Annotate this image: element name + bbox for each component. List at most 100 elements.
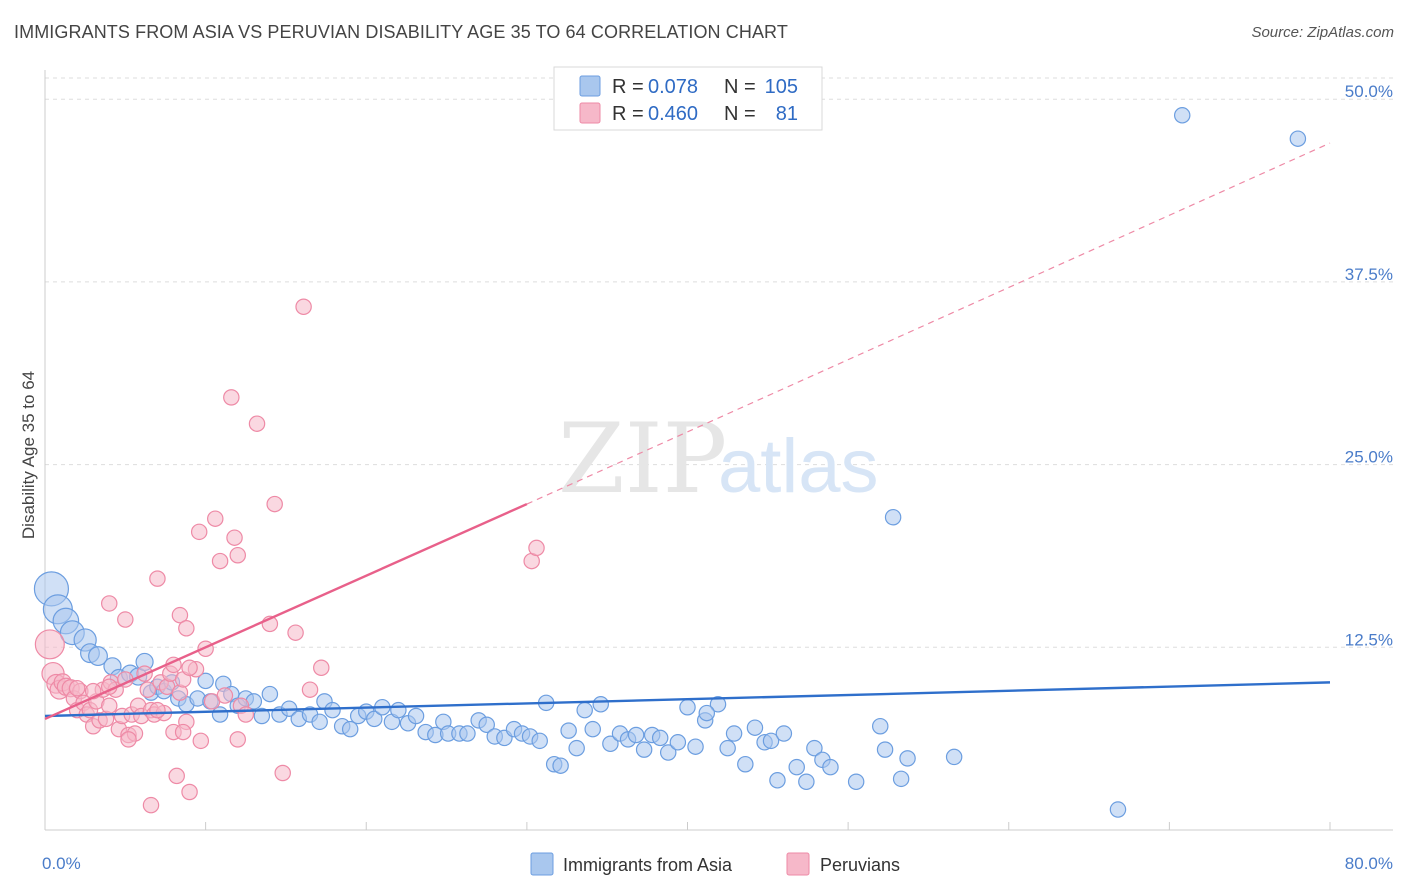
point-peruvians	[295, 298, 312, 316]
legend-r-label-2: R =	[612, 103, 644, 125]
point-asia	[576, 701, 593, 719]
point-peruvians	[266, 495, 283, 513]
point-asia	[659, 744, 677, 761]
point-asia	[584, 720, 601, 738]
point-asia	[798, 773, 815, 791]
bottom-legend-label-asia: Immigrants from Asia	[563, 855, 733, 875]
point-peruvians	[174, 723, 192, 741]
point-asia	[884, 508, 902, 526]
point-asia	[341, 720, 359, 738]
point-asia	[635, 741, 653, 758]
trend-lines	[44, 142, 1331, 721]
watermark-atlas: atlas	[718, 424, 879, 509]
point-asia	[679, 698, 696, 716]
trend-line-peruvians	[44, 502, 528, 721]
bottom-legend-swatch-blue	[530, 852, 554, 876]
point-peruvians	[181, 783, 198, 801]
trend-line-asia	[44, 681, 1331, 718]
point-asia	[1289, 130, 1307, 147]
point-asia	[698, 704, 716, 722]
point-asia	[669, 734, 687, 751]
point-asia	[847, 773, 865, 791]
point-asia	[627, 726, 645, 744]
point-peruvians	[34, 629, 65, 660]
point-asia	[324, 701, 341, 719]
point-asia	[876, 741, 894, 758]
point-asia	[88, 646, 108, 667]
y-tick-label: 37.5%	[1345, 265, 1393, 284]
point-peruvians	[68, 679, 86, 697]
point-peruvians	[226, 529, 243, 546]
point-asia	[459, 725, 476, 742]
point-asia	[775, 725, 793, 742]
point-peruvians	[117, 611, 134, 628]
chart-source: Source: ZipAtlas.com	[1251, 24, 1394, 41]
point-asia	[560, 722, 577, 739]
x-tick-label: 80.0%	[1345, 854, 1393, 873]
gridlines	[45, 77, 1393, 648]
point-peruvians	[287, 624, 304, 641]
point-asia	[737, 755, 754, 773]
point-peruvians	[237, 706, 255, 723]
watermark: ZIP atlas	[558, 403, 879, 515]
tick-labels: 12.5% 25.0% 37.5% 50.0% 0.0% 80.0%	[42, 82, 1393, 873]
point-peruvians	[168, 767, 185, 785]
point-asia	[719, 739, 736, 757]
y-tick-label: 12.5%	[1345, 630, 1393, 649]
point-peruvians	[120, 731, 137, 748]
point-peruvians	[216, 687, 234, 704]
point-peruvians	[211, 552, 229, 570]
point-asia	[806, 739, 823, 757]
point-peruvians	[313, 659, 330, 677]
y-tick-label: 25.0%	[1345, 448, 1393, 467]
point-peruvians	[178, 620, 195, 637]
legend-n-label-2: N =	[724, 103, 756, 125]
point-peruvians	[229, 731, 247, 748]
point-asia	[366, 710, 383, 728]
point-asia	[602, 735, 619, 753]
point-peruvians	[229, 546, 247, 564]
point-asia	[197, 672, 214, 690]
point-asia	[899, 750, 916, 767]
point-asia	[552, 757, 569, 774]
point-peruvians	[223, 389, 240, 406]
point-asia	[746, 719, 764, 736]
point-asia	[261, 685, 279, 703]
legend-n-value-2: 81	[776, 103, 798, 125]
watermark-zip: ZIP	[558, 403, 727, 515]
legend-r-value-1: 0.078	[648, 76, 698, 98]
point-asia	[592, 696, 610, 713]
data-points	[33, 107, 1307, 818]
point-peruvians	[149, 701, 166, 719]
y-tick-label: 50.0%	[1345, 82, 1393, 101]
point-asia	[762, 732, 780, 750]
point-asia	[1173, 107, 1191, 124]
bottom-legend-swatch-pink	[786, 852, 810, 876]
point-asia	[407, 707, 425, 725]
point-asia	[822, 758, 839, 776]
chart-title: IMMIGRANTS FROM ASIA VS PERUVIAN DISABIL…	[14, 22, 788, 42]
point-peruvians	[190, 523, 208, 541]
y-axis-label: Disability Age 35 to 64	[19, 371, 38, 539]
point-peruvians	[149, 570, 166, 587]
legend-swatch-blue	[579, 75, 601, 97]
bottom-legend: Immigrants from Asia Peruvians	[530, 852, 900, 876]
point-asia	[253, 707, 271, 725]
point-peruvians	[171, 606, 189, 624]
point-asia	[945, 748, 963, 766]
trend-line-peruvians-extension	[526, 142, 1331, 505]
legend-swatch-pink	[579, 102, 601, 124]
point-asia	[478, 716, 495, 734]
point-asia	[390, 701, 407, 719]
point-peruvians	[301, 681, 319, 698]
point-asia	[769, 772, 786, 789]
legend-r-value-2: 0.460	[648, 103, 698, 125]
point-asia	[568, 739, 585, 757]
point-peruvians	[192, 732, 210, 750]
point-asia	[788, 758, 805, 776]
point-asia	[311, 713, 328, 731]
point-peruvians	[139, 681, 157, 698]
point-peruvians	[528, 539, 545, 557]
point-peruvians	[248, 415, 266, 432]
